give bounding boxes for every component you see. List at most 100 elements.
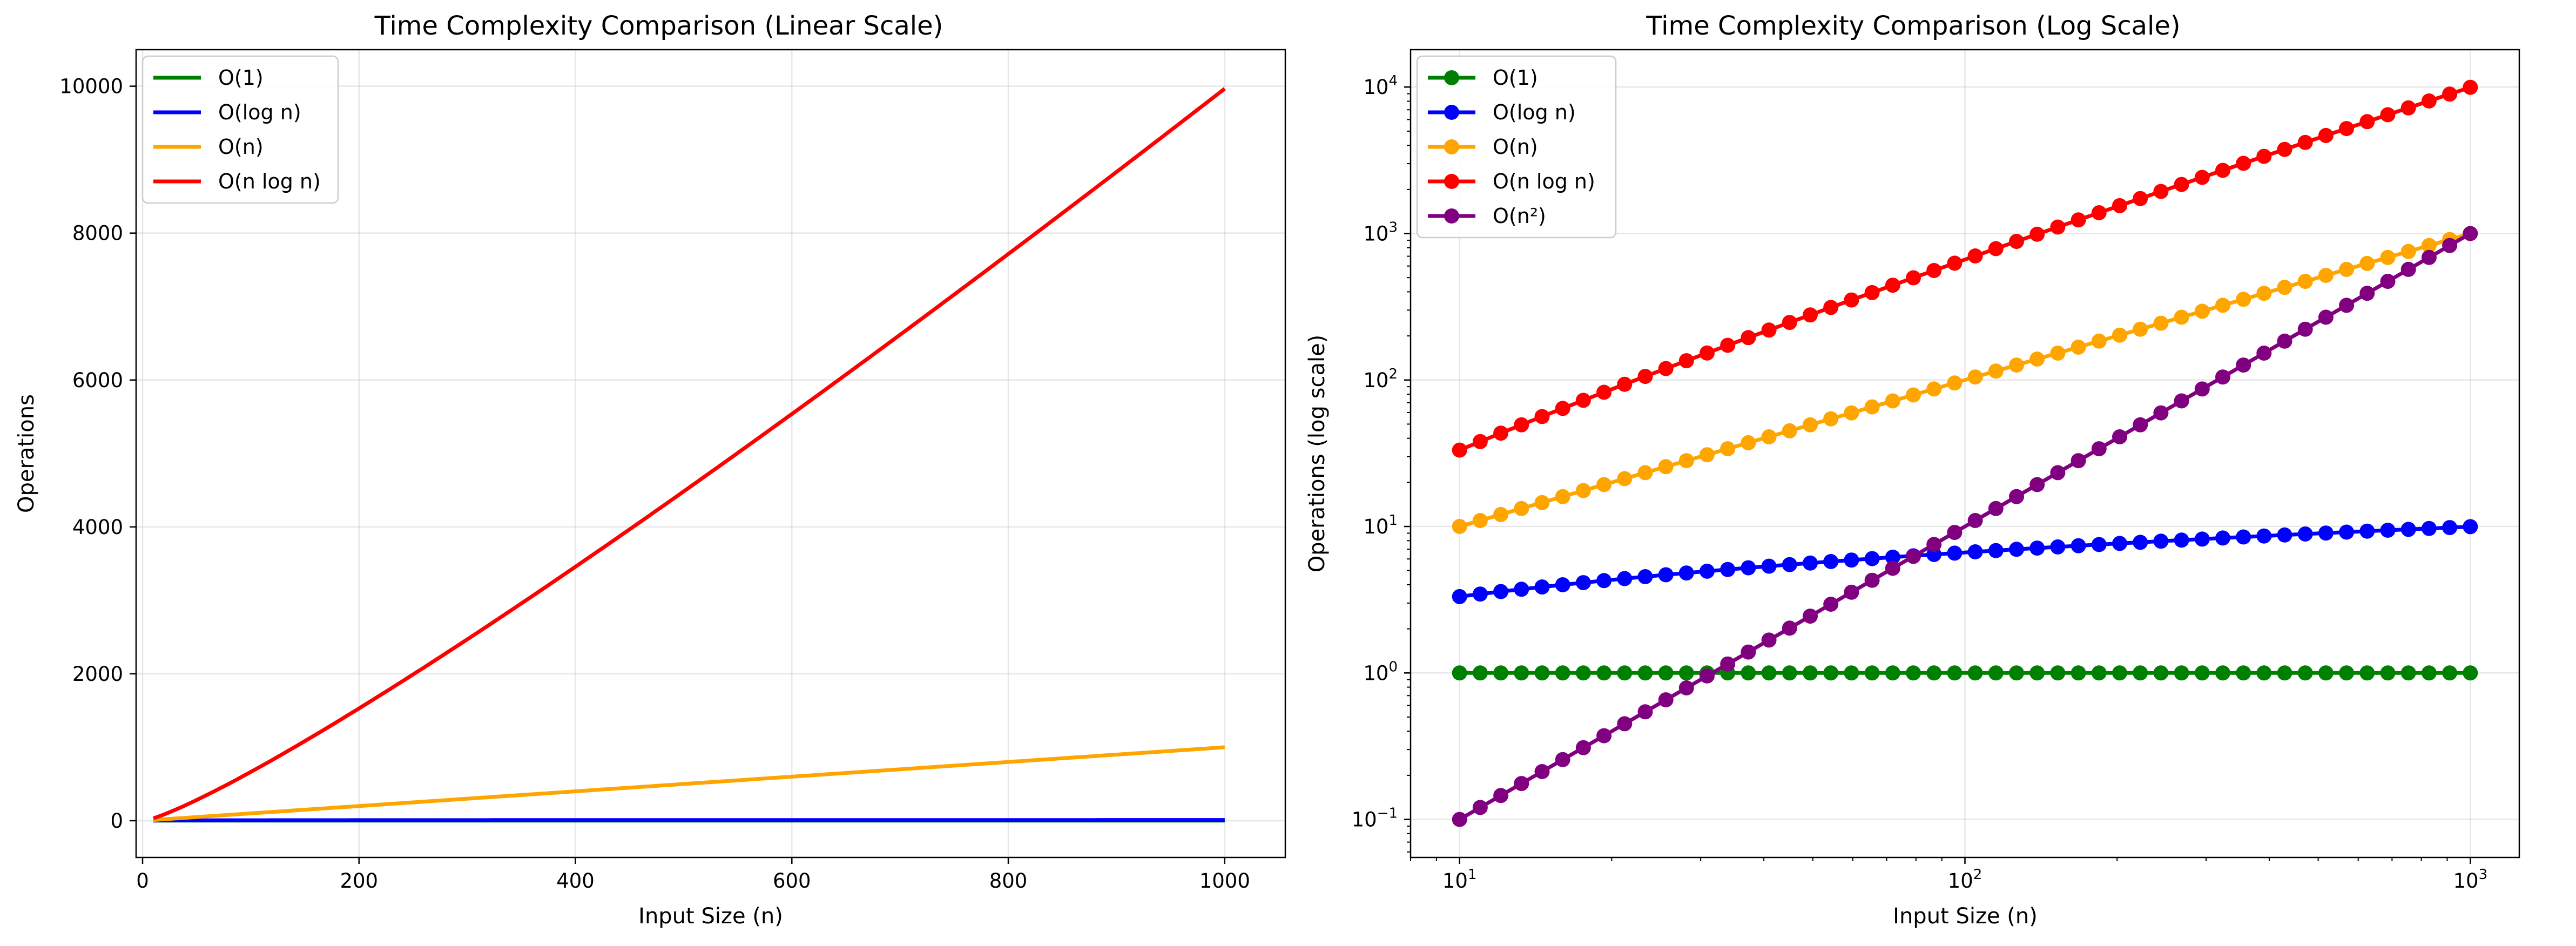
data-point [1617, 571, 1633, 586]
data-point [2174, 532, 2189, 548]
data-point [1555, 401, 1570, 416]
data-point [1596, 665, 1612, 681]
data-point [2421, 521, 2437, 536]
data-point [1617, 471, 1633, 486]
data-point [1555, 665, 1570, 681]
data-point [2421, 665, 2437, 681]
data-point [2133, 535, 2148, 550]
data-point [1514, 665, 1529, 681]
data-point [1472, 434, 1488, 449]
data-point [1741, 435, 1756, 450]
data-point [1967, 248, 1983, 263]
data-point [1617, 376, 1633, 392]
data-point [1844, 405, 1859, 421]
data-point [1534, 579, 1550, 595]
data-point [1782, 557, 1797, 572]
data-point [1926, 381, 1942, 397]
linear-chart: Time Complexity Comparison (Linear Scale… [14, 11, 1286, 929]
tick-label: 101 [1363, 512, 1398, 538]
data-point [1926, 665, 1942, 681]
data-point [2215, 369, 2230, 385]
data-point [1493, 788, 1509, 803]
tick-label: 600 [773, 869, 811, 893]
data-point [1720, 337, 1736, 353]
data-point [2174, 393, 2189, 409]
data-point [2194, 665, 2210, 681]
data-point [1700, 345, 1715, 361]
data-point [2091, 441, 2107, 457]
data-point [1741, 644, 1756, 660]
data-point [1658, 692, 1674, 708]
log-chart: Time Complexity Comparison (Log Scale) 1… [1305, 11, 2520, 929]
data-point [2194, 170, 2210, 185]
data-point [1637, 665, 1653, 681]
data-point [1864, 572, 1880, 588]
data-point [2463, 665, 2478, 681]
data-point [2297, 321, 2313, 337]
data-point [1988, 363, 2004, 379]
data-point [1761, 665, 1777, 681]
legend-label: O(1) [218, 66, 264, 90]
data-point [2050, 665, 2066, 681]
legend-marker [1444, 105, 1459, 120]
data-point [2009, 665, 2024, 681]
data-point [2421, 93, 2437, 109]
data-point [1803, 417, 1818, 433]
legend-item: O(log n) [1428, 100, 1576, 124]
data-point [2463, 519, 2478, 535]
data-point [2215, 163, 2230, 178]
data-point [1803, 665, 1818, 681]
data-point [1885, 665, 1900, 681]
series-lines [1452, 79, 2478, 827]
data-point [1988, 501, 2004, 516]
data-point [1906, 387, 1921, 403]
data-point [2256, 148, 2272, 164]
data-point [2359, 665, 2375, 681]
y-axis-label: Operations (log scale) [1305, 335, 1330, 573]
legend-item: O(n log n) [1428, 170, 1595, 193]
y-axis-label: Operations [14, 394, 39, 513]
data-point [1823, 300, 1839, 315]
data-point [1534, 665, 1550, 681]
data-point [1700, 447, 1715, 463]
data-point [2359, 523, 2375, 539]
data-point [1514, 776, 1529, 792]
legend-item: O(n²) [1428, 204, 1546, 228]
legend-item: O(n log n) [153, 170, 321, 193]
data-point [2339, 665, 2355, 681]
data-point [2277, 665, 2292, 681]
legend-marker [1444, 139, 1459, 154]
data-point [1452, 442, 1467, 458]
data-point [2153, 315, 2169, 331]
data-point [2297, 665, 2313, 681]
data-point [2442, 520, 2458, 536]
x-axis-label: Input Size (n) [638, 904, 783, 929]
data-point [1761, 429, 1777, 444]
data-point [1947, 545, 1963, 561]
tick-label: 2000 [72, 663, 123, 686]
data-point [2318, 127, 2334, 143]
data-point [2339, 524, 2355, 540]
data-point [2029, 540, 2045, 556]
tick-label: 102 [1948, 867, 1982, 893]
tick-label: 101 [1442, 867, 1477, 893]
y-ticks: 0 2000 4000 6000 8000 10000 [59, 75, 136, 833]
data-point [2359, 114, 2375, 130]
tick-label: 400 [556, 869, 595, 893]
data-point [1967, 544, 1983, 559]
data-point [2236, 156, 2251, 171]
data-point [2071, 665, 2086, 681]
data-point [2339, 121, 2355, 137]
data-point [1637, 704, 1653, 720]
data-point [1472, 513, 1488, 528]
tick-label: 1000 [1199, 869, 1250, 893]
data-point [2318, 665, 2334, 681]
data-point [1555, 577, 1570, 592]
data-point [2153, 184, 2169, 199]
series-lines [152, 87, 1226, 823]
data-point [1534, 764, 1550, 779]
data-point [1617, 716, 1633, 732]
data-point [1947, 525, 1963, 540]
data-point [1493, 506, 1509, 522]
data-point [2380, 274, 2396, 289]
